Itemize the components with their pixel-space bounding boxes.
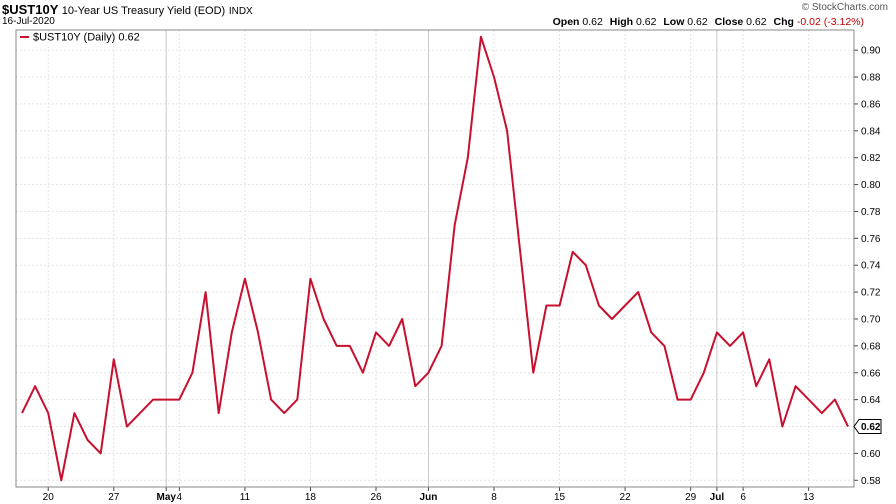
x-tick-label: 22 — [620, 492, 632, 503]
y-tick-label: 0.66 — [861, 368, 881, 379]
x-tick-label: 15 — [554, 492, 566, 503]
x-tick-label: 11 — [240, 492, 251, 503]
close-label: Close — [714, 16, 744, 28]
exchange-label: INDX — [228, 6, 253, 17]
plot-area-border — [15, 29, 855, 488]
x-tick-label: 8 — [491, 492, 497, 503]
high-label: High — [609, 16, 634, 28]
ohlc-readout: Open 0.62 High 0.62 Low 0.62 Close 0.62 … — [553, 16, 868, 28]
x-tick-label: Jun — [420, 492, 438, 503]
y-tick-label: 0.84 — [861, 126, 881, 137]
y-tick-label: 0.72 — [861, 288, 881, 299]
x-tick-label: 20 — [43, 492, 55, 503]
open-value: 0.62 — [582, 16, 603, 28]
low-value: 0.62 — [687, 16, 708, 28]
series-line-ust10y — [21, 35, 849, 482]
x-tick-label: 27 — [108, 492, 120, 503]
x-tick-label: 29 — [685, 492, 697, 503]
y-tick-label: 0.70 — [861, 314, 881, 325]
y-tick-label: 0.58 — [861, 476, 881, 487]
close-value: 0.62 — [746, 16, 767, 28]
ticker-description: 10-Year US Treasury Yield (EOD) — [61, 5, 226, 17]
open-label: Open — [552, 16, 580, 28]
y-tick-label: 0.82 — [861, 153, 881, 164]
low-label: Low — [663, 16, 685, 28]
y-tick-label: 0.78 — [861, 207, 881, 218]
last-value-callout — [853, 419, 882, 435]
x-tick-label: 6 — [740, 492, 746, 503]
y-tick-label: 0.90 — [861, 46, 881, 57]
y-tick-label: 0.86 — [861, 99, 881, 110]
chart-title: $UST10Y 10-Year US Treasury Yield (EOD) … — [2, 2, 253, 17]
y-tick-label: 0.88 — [861, 73, 881, 84]
chart-header: $UST10Y 10-Year US Treasury Yield (EOD) … — [0, 0, 896, 30]
x-tick-label: 13 — [803, 492, 815, 503]
y-tick-label: 0.76 — [861, 234, 881, 245]
x-tick-label: 18 — [305, 492, 317, 503]
ticker-symbol: $UST10Y — [2, 2, 59, 17]
y-tick-label: 0.64 — [861, 395, 881, 406]
brand-watermark: © StockCharts.com — [801, 2, 888, 13]
x-tick-label: Jul — [710, 492, 725, 503]
chg-label: Chg — [773, 16, 794, 28]
y-tick-label: 0.60 — [861, 449, 881, 460]
y-tick-label: 0.80 — [861, 180, 881, 191]
x-tick-label: May — [156, 492, 176, 503]
chg-value: -0.02 (-3.12%) — [796, 16, 864, 28]
legend-label: $UST10Y (Daily) 0.62 — [33, 32, 140, 44]
high-value: 0.62 — [636, 16, 657, 28]
x-tick-label: 4 — [177, 492, 183, 503]
y-tick-label: 0.68 — [861, 341, 881, 352]
last-value-label: 0.62 — [861, 422, 881, 433]
x-tick-label: 26 — [370, 492, 382, 503]
chart-date: 16-Jul-2020 — [2, 16, 55, 27]
y-tick-label: 0.74 — [861, 261, 881, 272]
